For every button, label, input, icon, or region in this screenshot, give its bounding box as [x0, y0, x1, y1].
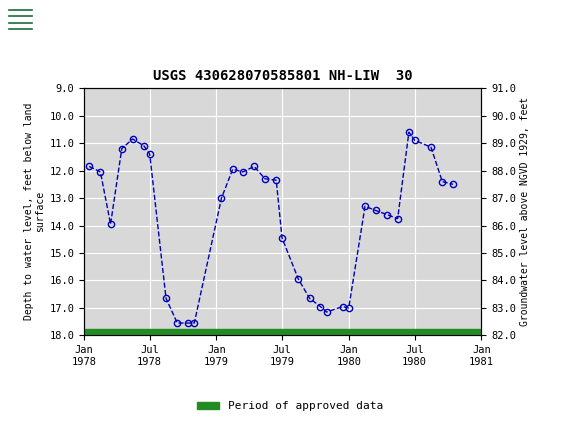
Bar	[84, 329, 481, 337]
Title: USGS 430628070585801 NH-LIW  30: USGS 430628070585801 NH-LIW 30	[153, 69, 412, 83]
Legend: Period of approved data: Period of approved data	[193, 397, 387, 416]
Y-axis label: Groundwater level above NGVD 1929, feet: Groundwater level above NGVD 1929, feet	[520, 97, 530, 326]
Text: USGS: USGS	[70, 12, 117, 27]
Y-axis label: Depth to water level, feet below land
surface: Depth to water level, feet below land su…	[24, 103, 45, 320]
Bar	[6, 3, 64, 36]
